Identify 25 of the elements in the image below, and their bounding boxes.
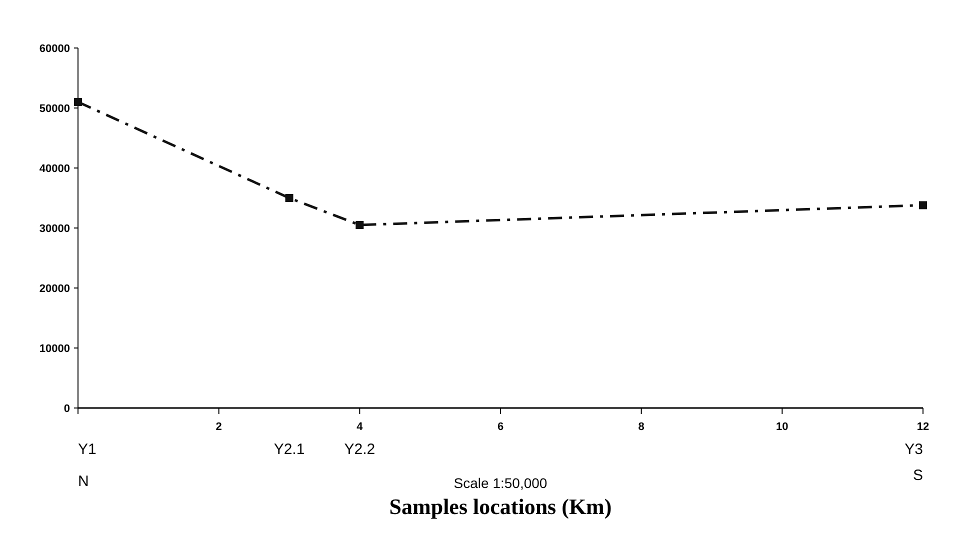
text: N bbox=[78, 473, 89, 490]
y-tick-label: 60000 bbox=[39, 42, 70, 55]
y-tick-label: 0 bbox=[64, 402, 70, 415]
point bbox=[919, 201, 927, 210]
x-tick-label: 12 bbox=[916, 421, 930, 433]
x-axis-title: Samples locations (Km) bbox=[389, 494, 612, 519]
text: S bbox=[912, 467, 923, 484]
text: Y1 bbox=[78, 441, 96, 458]
y-tick-label: 10000 bbox=[39, 342, 70, 355]
point bbox=[74, 98, 82, 106]
x-tick-label: 6 bbox=[497, 421, 504, 433]
text: Y2.2 bbox=[344, 441, 376, 458]
x-tick-label: 4 bbox=[356, 421, 364, 433]
text: Scale 1:50,000 bbox=[454, 475, 548, 491]
y-tick-label: 20000 bbox=[39, 282, 70, 295]
point bbox=[356, 221, 364, 229]
y-tick-label: 30000 bbox=[39, 222, 70, 235]
x-tick-label: 10 bbox=[776, 421, 788, 433]
y-tick-label: 50000 bbox=[39, 102, 70, 115]
text: Y2.1 bbox=[274, 441, 305, 458]
y-tick-label: 40000 bbox=[39, 162, 70, 175]
point bbox=[285, 194, 294, 202]
x-tick-label: 2 bbox=[216, 421, 222, 433]
text: Y3 bbox=[904, 441, 923, 458]
x-tick-label: 8 bbox=[638, 421, 644, 433]
